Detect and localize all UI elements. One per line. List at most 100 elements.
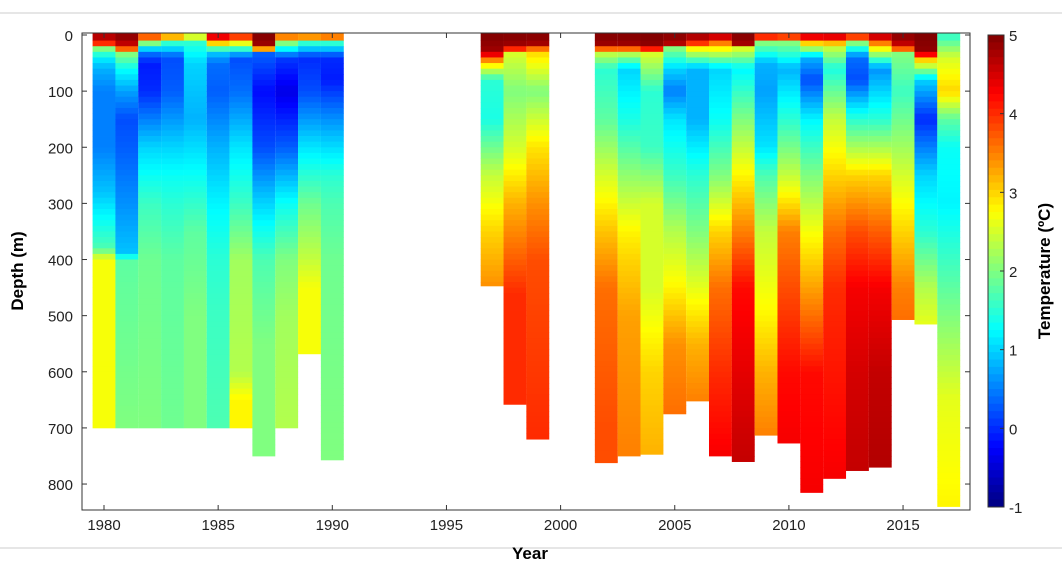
heatmap-cell: [275, 231, 299, 238]
heatmap-cell: [754, 130, 778, 137]
heatmap-cell: [594, 79, 618, 86]
heatmap-cell: [845, 405, 869, 412]
heatmap-cell: [686, 124, 710, 131]
heatmap-cell: [640, 349, 664, 356]
heatmap-cell: [937, 79, 961, 86]
heatmap-cell: [845, 237, 869, 244]
heatmap-cell: [161, 405, 184, 412]
heatmap-cell: [617, 242, 641, 249]
heatmap-cell: [777, 51, 801, 58]
heatmap-cell: [298, 281, 321, 288]
heatmap-cell: [868, 242, 892, 249]
heatmap-cell: [823, 248, 847, 255]
heatmap-cell: [480, 63, 504, 70]
heatmap-cell: [617, 321, 641, 328]
heatmap-cell: [480, 214, 504, 221]
heatmap-cell: [708, 147, 732, 154]
heatmap-cell: [708, 124, 732, 131]
heatmap-cell: [229, 175, 253, 182]
heatmap-cell: [320, 197, 344, 204]
heatmap-cell: [320, 439, 344, 446]
heatmap-cell: [731, 180, 755, 187]
heatmap-cell: [708, 91, 732, 98]
heatmap-cell: [845, 293, 869, 300]
heatmap-cell: [161, 326, 184, 333]
heatmap-cell: [298, 270, 321, 277]
colorbar-segment: [988, 470, 1004, 478]
heatmap-cell: [252, 192, 276, 199]
heatmap-cell: [708, 265, 732, 272]
heatmap-cell: [731, 209, 755, 216]
heatmap-cell: [275, 51, 299, 58]
heatmap-cell: [868, 326, 892, 333]
heatmap-cell: [754, 197, 778, 204]
heatmap-cell: [777, 293, 801, 300]
heatmap-cell: [617, 427, 641, 434]
heatmap-cell: [252, 253, 276, 260]
heatmap-cell: [183, 68, 207, 75]
heatmap-cell: [503, 119, 527, 126]
heatmap-cell: [640, 33, 664, 42]
heatmap-cell: [754, 360, 778, 367]
colorbar-segment: [988, 248, 1004, 257]
heatmap-cell: [754, 388, 778, 395]
heatmap-cell: [92, 214, 116, 221]
heatmap-cell: [161, 57, 184, 64]
heatmap-cell: [526, 422, 550, 429]
heatmap-cell: [480, 169, 504, 176]
heatmap-cell: [800, 136, 824, 143]
heatmap-cell: [800, 293, 824, 300]
heatmap-cell: [686, 315, 710, 322]
heatmap-cell: [845, 51, 869, 58]
heatmap-cell: [914, 231, 938, 238]
heatmap-cell: [229, 197, 253, 204]
heatmap-cell: [161, 186, 184, 193]
heatmap-cell: [206, 57, 230, 64]
heatmap-cell: [937, 158, 961, 165]
heatmap-cell: [686, 164, 710, 171]
heatmap-cell: [777, 102, 801, 109]
heatmap-cell: [663, 141, 687, 148]
heatmap-cell: [777, 422, 801, 429]
heatmap-cell: [138, 46, 162, 53]
heatmap-cell: [161, 158, 184, 165]
heatmap-cell: [594, 293, 618, 300]
heatmap-cell: [640, 411, 664, 418]
heatmap-cell: [708, 422, 732, 429]
heatmap-cell: [275, 242, 299, 249]
heatmap-cell: [617, 343, 641, 350]
heatmap-cell: [868, 175, 892, 182]
heatmap-cell: [480, 124, 504, 131]
heatmap-cell: [480, 180, 504, 187]
heatmap-cell: [686, 383, 710, 390]
heatmap-cell: [686, 85, 710, 92]
heatmap-cell: [138, 422, 162, 429]
heatmap-cell: [229, 203, 253, 210]
heatmap-cell: [115, 102, 139, 109]
heatmap-cell: [161, 124, 184, 131]
heatmap-cell: [868, 354, 892, 361]
heatmap-cell: [503, 332, 527, 339]
heatmap-cell: [206, 63, 230, 70]
heatmap-cell: [800, 270, 824, 277]
heatmap-cell: [594, 33, 618, 42]
heatmap-cell: [868, 394, 892, 401]
heatmap-cell: [868, 152, 892, 159]
heatmap-cell: [480, 237, 504, 244]
heatmap-cell: [594, 152, 618, 159]
heatmap-cell: [480, 91, 504, 98]
heatmap-cell: [594, 371, 618, 378]
heatmap-cell: [594, 383, 618, 390]
heatmap-cell: [115, 265, 139, 272]
heatmap-cell: [868, 416, 892, 423]
heatmap-cell: [161, 321, 184, 328]
heatmap-cell: [115, 79, 139, 86]
x-tick-label: 2000: [544, 517, 577, 534]
heatmap-cell: [320, 152, 344, 159]
heatmap-cell: [731, 33, 755, 42]
heatmap-cell: [206, 360, 230, 367]
heatmap-cell: [503, 281, 527, 288]
heatmap-cell: [183, 293, 207, 300]
heatmap-cell: [845, 422, 869, 429]
heatmap-cell: [92, 63, 116, 70]
